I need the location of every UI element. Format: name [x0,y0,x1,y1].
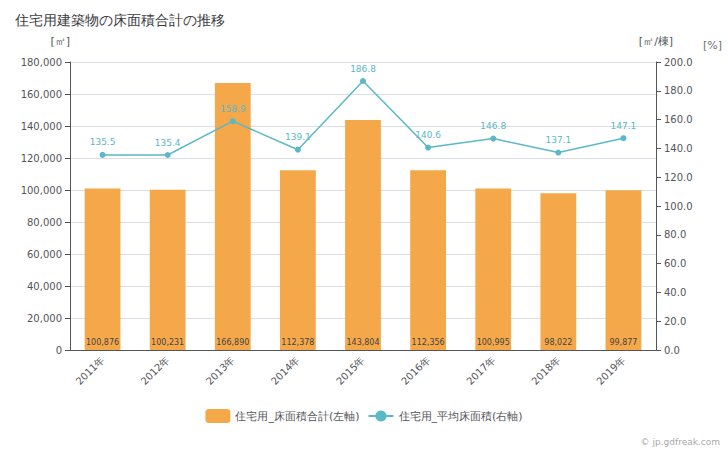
svg-text:80.0: 80.0 [664,229,686,240]
svg-text:60,000: 60,000 [27,249,62,260]
svg-text:[%]: [%] [703,39,722,52]
svg-text:0: 0 [56,345,62,356]
svg-text:112,356: 112,356 [412,338,445,347]
svg-text:137.1: 137.1 [545,135,571,145]
svg-text:146.8: 146.8 [480,121,506,131]
svg-text:166,890: 166,890 [216,338,249,347]
svg-text:2014年: 2014年 [269,354,302,387]
svg-text:100.0: 100.0 [664,201,693,212]
svg-text:[㎡/棟]: [㎡/棟] [639,35,673,48]
svg-text:147.1: 147.1 [611,121,637,131]
svg-text:100,231: 100,231 [151,338,184,347]
svg-text:120,000: 120,000 [21,153,62,164]
svg-text:139.1: 139.1 [285,132,311,142]
svg-text:2013年: 2013年 [204,354,237,387]
svg-text:100,995: 100,995 [477,338,510,347]
svg-text:住宅用_床面積合計(左軸): 住宅用_床面積合計(左軸) [235,410,359,423]
svg-text:143,804: 143,804 [346,338,379,347]
svg-text:80,000: 80,000 [27,217,62,228]
svg-text:0.0: 0.0 [664,345,680,356]
svg-text:40,000: 40,000 [27,281,62,292]
svg-text:100,000: 100,000 [21,185,62,196]
svg-text:住宅用建築物の床面積合計の推移: 住宅用建築物の床面積合計の推移 [14,12,225,28]
svg-text:20,000: 20,000 [27,313,62,324]
svg-text:2017年: 2017年 [464,354,497,387]
svg-text:180.0: 180.0 [664,85,693,96]
svg-text:2015年: 2015年 [334,354,367,387]
svg-text:112,378: 112,378 [281,338,314,347]
svg-text:120.0: 120.0 [664,172,693,183]
svg-text:140.6: 140.6 [415,130,441,140]
svg-text:180,000: 180,000 [21,57,62,68]
svg-text:2012年: 2012年 [139,354,172,387]
svg-text:98,022: 98,022 [544,338,572,347]
svg-text:[㎡]: [㎡] [50,35,70,48]
svg-text:160,000: 160,000 [21,89,62,100]
svg-text:160.0: 160.0 [664,114,693,125]
svg-text:20.0: 20.0 [664,316,686,327]
svg-text:© jp.gdfreak.com: © jp.gdfreak.com [641,437,720,447]
svg-text:住宅用_平均床面積(右軸): 住宅用_平均床面積(右軸) [399,410,523,423]
svg-text:60.0: 60.0 [664,258,686,269]
svg-text:40.0: 40.0 [664,287,686,298]
svg-text:2016年: 2016年 [399,354,432,387]
svg-text:140,000: 140,000 [21,121,62,132]
svg-text:99,877: 99,877 [609,338,637,347]
svg-text:140.0: 140.0 [664,143,693,154]
svg-text:186.8: 186.8 [350,64,376,74]
svg-text:200.0: 200.0 [664,57,693,68]
svg-text:100,876: 100,876 [86,338,119,347]
svg-text:2019年: 2019年 [595,354,628,387]
svg-text:158.9: 158.9 [220,104,246,114]
svg-text:135.4: 135.4 [155,138,181,148]
svg-text:135.5: 135.5 [90,137,116,147]
svg-text:2018年: 2018年 [529,354,562,387]
svg-text:2011年: 2011年 [74,354,107,387]
